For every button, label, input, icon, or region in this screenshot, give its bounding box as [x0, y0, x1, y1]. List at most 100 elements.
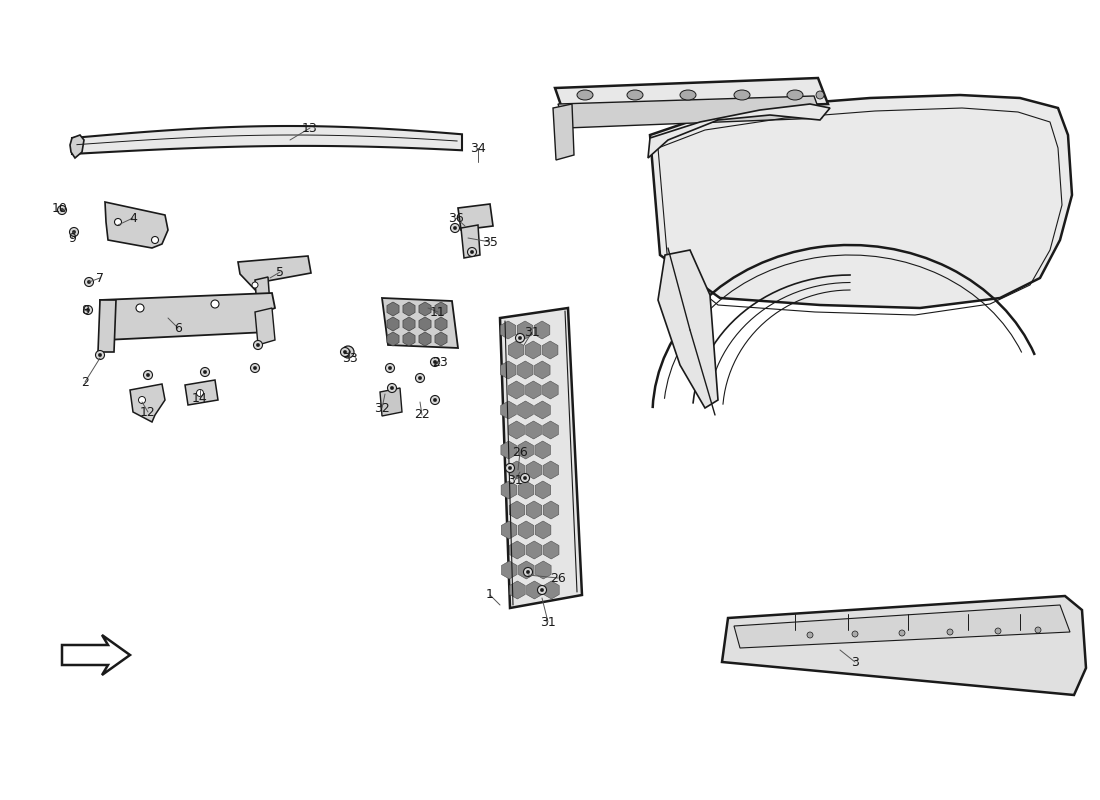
- Circle shape: [508, 466, 512, 470]
- Circle shape: [85, 278, 94, 286]
- Polygon shape: [556, 78, 828, 114]
- Text: 10: 10: [52, 202, 68, 214]
- Polygon shape: [535, 481, 551, 499]
- Text: 11: 11: [430, 306, 446, 318]
- Ellipse shape: [680, 90, 696, 100]
- Circle shape: [197, 390, 204, 397]
- Circle shape: [524, 567, 532, 577]
- Text: 22: 22: [414, 409, 430, 422]
- Polygon shape: [526, 421, 541, 439]
- Circle shape: [520, 474, 529, 482]
- Text: 26: 26: [513, 446, 528, 458]
- Text: 36: 36: [448, 211, 464, 225]
- Polygon shape: [104, 202, 168, 248]
- Polygon shape: [500, 308, 582, 608]
- Circle shape: [433, 398, 437, 402]
- Polygon shape: [509, 461, 525, 479]
- Polygon shape: [535, 401, 550, 419]
- Polygon shape: [517, 361, 534, 379]
- Text: 4: 4: [129, 211, 136, 225]
- Polygon shape: [508, 381, 525, 399]
- Polygon shape: [658, 250, 718, 408]
- Ellipse shape: [627, 90, 644, 100]
- Circle shape: [538, 586, 547, 594]
- Circle shape: [98, 354, 101, 357]
- Polygon shape: [558, 96, 822, 128]
- Ellipse shape: [734, 90, 750, 100]
- Circle shape: [416, 374, 425, 382]
- Polygon shape: [502, 521, 517, 539]
- Polygon shape: [648, 104, 830, 158]
- Polygon shape: [379, 388, 401, 416]
- Polygon shape: [526, 501, 542, 519]
- Polygon shape: [502, 561, 517, 579]
- Text: 7: 7: [96, 271, 104, 285]
- Circle shape: [86, 308, 90, 312]
- Polygon shape: [535, 361, 550, 379]
- Text: 31: 31: [524, 326, 540, 338]
- Polygon shape: [509, 581, 525, 599]
- Polygon shape: [419, 332, 431, 346]
- Polygon shape: [526, 341, 541, 359]
- Circle shape: [430, 395, 440, 405]
- Circle shape: [540, 588, 543, 592]
- Text: 32: 32: [374, 402, 389, 414]
- Polygon shape: [434, 302, 447, 316]
- Polygon shape: [518, 401, 534, 419]
- Circle shape: [253, 341, 263, 350]
- Text: 1: 1: [486, 589, 494, 602]
- Polygon shape: [553, 104, 574, 160]
- Polygon shape: [461, 225, 480, 258]
- Polygon shape: [542, 421, 559, 439]
- Polygon shape: [543, 461, 559, 479]
- Polygon shape: [458, 204, 493, 230]
- Polygon shape: [526, 381, 541, 399]
- Polygon shape: [734, 605, 1070, 648]
- Polygon shape: [518, 441, 534, 459]
- Polygon shape: [72, 126, 462, 154]
- Circle shape: [385, 363, 395, 373]
- Polygon shape: [403, 332, 415, 346]
- Circle shape: [200, 367, 209, 377]
- Circle shape: [516, 334, 525, 342]
- Circle shape: [468, 247, 476, 257]
- Circle shape: [1035, 627, 1041, 633]
- Polygon shape: [185, 380, 218, 405]
- Polygon shape: [255, 277, 270, 308]
- Circle shape: [143, 370, 153, 379]
- Polygon shape: [536, 561, 551, 579]
- Circle shape: [418, 376, 421, 380]
- Polygon shape: [543, 541, 559, 559]
- Circle shape: [388, 366, 392, 370]
- Polygon shape: [543, 581, 559, 599]
- Circle shape: [807, 632, 813, 638]
- Circle shape: [60, 208, 64, 212]
- Text: 31: 31: [507, 474, 522, 486]
- Polygon shape: [535, 441, 550, 459]
- Text: 23: 23: [432, 355, 448, 369]
- Circle shape: [899, 630, 905, 636]
- Circle shape: [57, 206, 66, 214]
- Text: 34: 34: [470, 142, 486, 154]
- Polygon shape: [527, 581, 542, 599]
- Circle shape: [251, 363, 260, 373]
- Polygon shape: [238, 256, 311, 295]
- Circle shape: [253, 366, 256, 370]
- Polygon shape: [509, 421, 525, 439]
- Polygon shape: [434, 332, 447, 346]
- Circle shape: [390, 386, 394, 390]
- Polygon shape: [517, 321, 532, 339]
- Circle shape: [341, 347, 350, 357]
- Circle shape: [345, 350, 351, 354]
- Polygon shape: [543, 501, 559, 519]
- Circle shape: [146, 374, 150, 377]
- Circle shape: [73, 230, 76, 234]
- Text: 9: 9: [68, 231, 76, 245]
- Text: 6: 6: [174, 322, 182, 334]
- Polygon shape: [527, 541, 542, 559]
- Polygon shape: [535, 321, 550, 339]
- Text: 33: 33: [342, 351, 358, 365]
- Text: 3: 3: [851, 655, 859, 669]
- Polygon shape: [502, 481, 517, 499]
- Circle shape: [204, 370, 207, 374]
